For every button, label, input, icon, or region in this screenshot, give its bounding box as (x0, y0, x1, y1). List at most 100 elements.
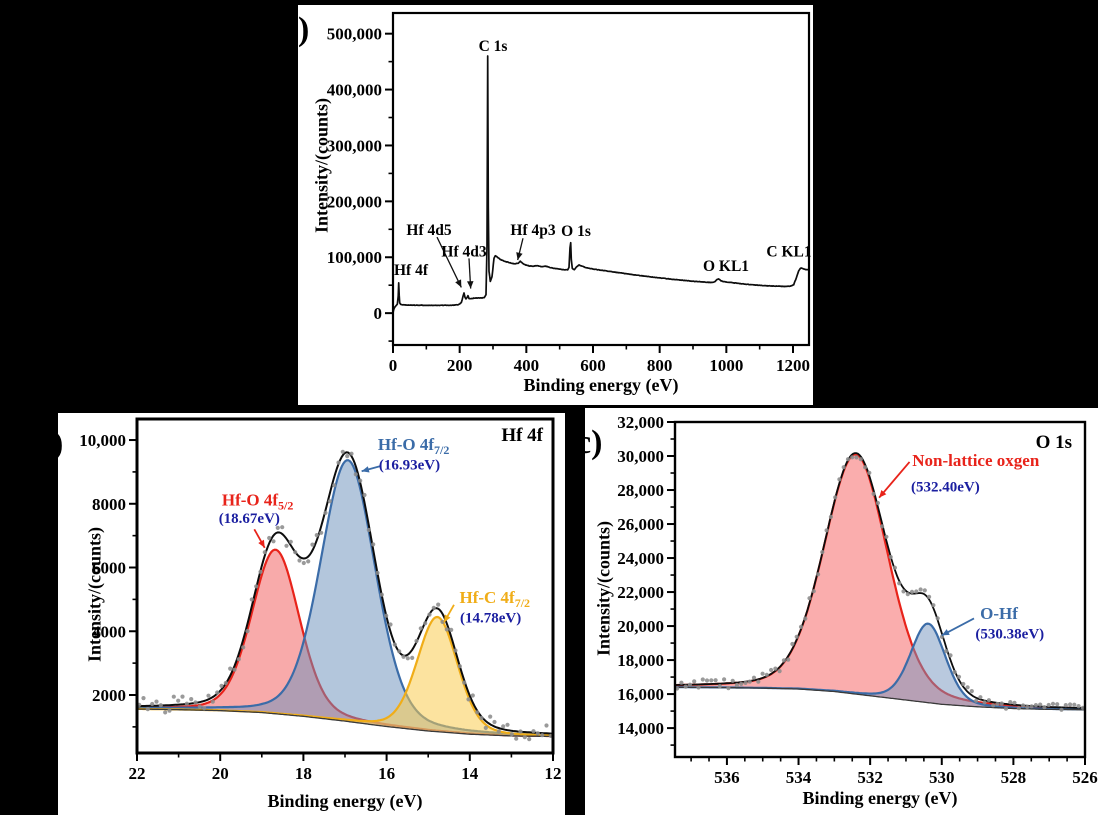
y-tick-label: 30,000 (617, 447, 664, 466)
y-tick-label: 2000 (92, 686, 126, 705)
data-point (176, 698, 181, 703)
data-point (956, 674, 962, 679)
y-tick-label: 100,000 (327, 248, 382, 267)
data-point (918, 587, 923, 592)
y-tick-label: 300,000 (327, 136, 382, 155)
o1s-region-label: O 1s (1035, 432, 1072, 453)
data-point (544, 723, 549, 728)
data-point (786, 657, 791, 662)
data-point (180, 694, 185, 699)
peak-label: C 1s (479, 38, 508, 55)
peak-fill-0 (675, 454, 1085, 710)
peak-fill-2 (137, 617, 553, 737)
data-point (423, 621, 428, 626)
data-point (141, 696, 146, 701)
x-tick-label: 800 (647, 356, 673, 375)
plot-frame (391, 11, 811, 347)
data-point (854, 455, 859, 460)
hf4f-region-label: Hf 4f (501, 425, 543, 446)
hf4f-xaxis-title: Binding energy (eV) (267, 791, 423, 811)
data-point (747, 679, 752, 684)
data-point (236, 657, 241, 662)
data-point (453, 648, 458, 653)
data-point (492, 719, 497, 725)
data-point (501, 724, 506, 729)
data-point (327, 499, 332, 504)
annotation-value-2: (14.78eV) (460, 611, 521, 627)
data-point (726, 686, 731, 691)
leader-arrow-head (467, 281, 474, 289)
data-point (991, 703, 996, 708)
annotation-arrow-1-head (361, 466, 370, 473)
data-point (952, 670, 957, 675)
data-point (978, 695, 983, 700)
data-point (158, 703, 163, 708)
data-point (841, 465, 846, 470)
data-point (397, 649, 402, 654)
x-tick-label: 530 (929, 768, 955, 787)
survey-yaxis-title: Intensity/(counts) (311, 98, 332, 234)
data-point (1016, 706, 1021, 711)
data-point (405, 656, 410, 661)
data-point (418, 626, 423, 631)
data-point (336, 460, 341, 465)
data-point (833, 495, 838, 500)
data-point (816, 572, 821, 577)
data-point (241, 645, 246, 650)
data-point (713, 678, 718, 683)
data-point (314, 533, 319, 538)
data-point (353, 472, 358, 477)
data-point (709, 678, 714, 683)
data-point (540, 733, 545, 738)
annotation-arrow-2-head (444, 614, 451, 623)
data-point (280, 525, 285, 530)
data-point (345, 454, 350, 459)
annotation-label-0: Non-lattice oxgen (912, 451, 1040, 470)
x-tick-label: 400 (514, 356, 540, 375)
y-tick-label: 0 (374, 304, 383, 323)
data-point (1055, 702, 1060, 707)
leader-arrow-line (436, 236, 462, 288)
data-point (388, 622, 393, 627)
data-point (1046, 702, 1051, 708)
survey-chart: Hf 4f Hf 4d5 Hf 4d3 C 1s Hf 4p3 O 1s O KL1 C KL… (327, 11, 812, 375)
panel-letter-b: ) (52, 425, 64, 462)
y-tick-label: 6000 (92, 559, 126, 578)
data-point (145, 707, 150, 712)
data-point (440, 619, 445, 624)
data-point (1012, 700, 1017, 705)
data-point (717, 684, 722, 689)
data-point (871, 491, 876, 496)
panel-hf4f: Hf-O 4f5/2 (18.67eV) Hf-O 4f7/2 (16.93eV) Hf… (52, 413, 565, 815)
data-point (764, 672, 769, 677)
peak-label: Hf 4d3 (441, 244, 486, 261)
data-point (901, 589, 906, 594)
o1s-yaxis-title: Intensity/(counts) (593, 521, 614, 657)
data-point (760, 671, 765, 676)
panel-letter-c: c) (576, 424, 603, 461)
data-point (436, 602, 441, 607)
peak-label: O KL1 (703, 258, 749, 275)
data-point (262, 550, 267, 555)
data-point (811, 589, 816, 594)
y-tick-label: 4000 (92, 622, 126, 641)
data-point (288, 539, 293, 544)
data-point (306, 559, 311, 564)
data-point (1063, 703, 1068, 708)
data-point (820, 550, 825, 555)
leader-arrow-head (455, 279, 462, 288)
data-point (223, 680, 228, 686)
data-point (696, 685, 701, 690)
data-point (150, 701, 155, 707)
x-tick-label: 20 (212, 764, 229, 783)
data-point (948, 653, 953, 658)
data-point (449, 627, 454, 632)
y-tick-label: 22,000 (617, 583, 664, 602)
y-tick-label: 26,000 (617, 515, 664, 534)
hf4f-yaxis-title: Intensity/(counts) (84, 527, 105, 663)
data-point (892, 565, 897, 570)
data-point (969, 689, 974, 694)
data-point (219, 683, 224, 688)
data-point (922, 588, 927, 593)
x-tick-label: 1200 (776, 356, 810, 375)
